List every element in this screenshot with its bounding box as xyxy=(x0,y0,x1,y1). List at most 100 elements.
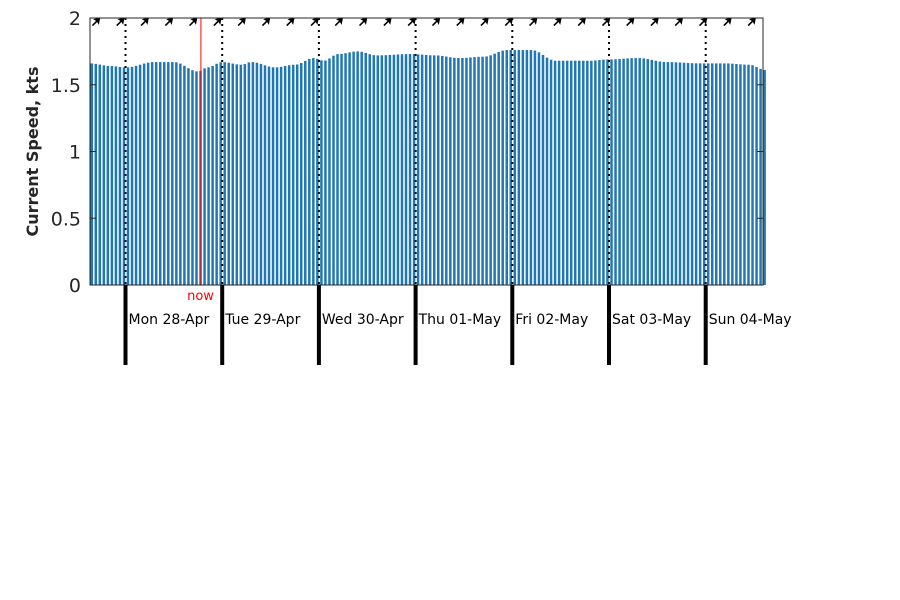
speed-bar xyxy=(416,54,420,285)
direction-arrow-icon xyxy=(723,17,732,27)
speed-bar xyxy=(553,60,557,286)
speed-bar xyxy=(578,60,581,285)
speed-bar xyxy=(557,60,561,285)
speed-bar xyxy=(723,63,726,285)
speed-bar xyxy=(316,58,319,285)
direction-arrow-icon xyxy=(334,17,344,27)
speed-bar xyxy=(251,62,255,286)
speed-bar xyxy=(122,67,126,285)
speed-bar xyxy=(561,60,565,285)
speed-bar xyxy=(525,50,529,285)
speed-bar xyxy=(630,58,633,286)
speed-bar xyxy=(134,65,138,285)
day-divider-lines xyxy=(124,18,707,285)
speed-bar xyxy=(505,50,508,285)
speed-bar xyxy=(396,54,400,286)
speed-bar xyxy=(154,62,158,286)
y-tick-label: 1 xyxy=(69,142,81,164)
speed-bar xyxy=(420,54,424,286)
speed-bar xyxy=(118,66,122,285)
y-tick-label: 0 xyxy=(69,275,81,297)
speed-bar xyxy=(666,62,670,286)
speed-bar xyxy=(340,53,343,285)
speed-bar xyxy=(408,54,412,285)
speed-bar xyxy=(352,51,355,285)
direction-arrow-icon xyxy=(188,17,198,27)
speed-bar xyxy=(529,50,533,285)
speed-bar xyxy=(380,55,384,286)
speed-bar xyxy=(763,70,766,285)
speed-bar xyxy=(126,67,130,285)
speed-bar xyxy=(674,62,678,285)
speed-bar xyxy=(271,67,275,286)
speed-bar xyxy=(215,63,218,285)
speed-bar xyxy=(223,62,226,285)
speed-bar xyxy=(569,60,573,285)
speed-bar xyxy=(469,57,472,286)
speed-bar xyxy=(424,54,428,285)
direction-arrow-icon xyxy=(577,17,586,27)
speed-bar xyxy=(658,61,662,286)
speed-bar xyxy=(328,58,331,285)
speed-bar xyxy=(650,59,654,286)
direction-arrow-icon xyxy=(383,17,392,27)
speed-bar xyxy=(404,54,408,285)
speed-bar xyxy=(368,54,371,285)
speed-bar xyxy=(163,62,166,286)
y-tick-label: 2 xyxy=(69,8,81,30)
speed-bar xyxy=(247,62,251,285)
y-tick-label: 0.5 xyxy=(51,208,81,230)
speed-bar xyxy=(642,58,645,285)
speed-bar xyxy=(384,55,388,285)
speed-bar xyxy=(436,55,440,285)
speed-bar xyxy=(606,59,609,285)
speed-bar xyxy=(654,60,658,285)
day-label: Mon 28-Apr xyxy=(129,312,210,328)
direction-arrow-icon xyxy=(164,17,174,27)
speed-bar xyxy=(731,63,734,285)
speed-bar xyxy=(694,63,698,285)
speed-bar xyxy=(602,59,605,285)
speed-bar xyxy=(231,63,235,285)
speed-bar xyxy=(646,59,650,285)
speed-bar xyxy=(445,56,448,286)
speed-bar xyxy=(235,64,239,285)
speed-bar xyxy=(275,67,279,285)
direction-arrow-icon xyxy=(480,17,489,27)
speed-bar xyxy=(586,60,589,285)
direction-arrow-icon xyxy=(456,17,465,27)
now-label: now xyxy=(187,289,214,304)
speed-bar xyxy=(441,55,444,285)
speed-bar xyxy=(287,65,291,285)
speed-bar xyxy=(698,63,702,285)
speed-bar xyxy=(727,63,730,286)
speed-bar xyxy=(279,66,283,285)
speed-bar xyxy=(283,66,287,285)
speed-bar xyxy=(150,62,154,285)
day-label: Thu 01-May xyxy=(418,312,502,328)
speed-bar xyxy=(541,54,545,285)
speed-bar xyxy=(594,60,597,286)
direction-arrow-icon xyxy=(698,17,708,27)
speed-bars xyxy=(90,50,766,286)
speed-bar xyxy=(686,62,690,285)
speed-bar xyxy=(598,60,601,285)
speed-bar xyxy=(715,63,718,285)
speed-bar xyxy=(203,68,206,285)
speed-bar xyxy=(428,55,432,286)
speed-bar xyxy=(360,51,363,285)
speed-bar xyxy=(759,68,762,286)
direction-arrow-icon xyxy=(674,17,684,27)
speed-bar xyxy=(678,62,682,286)
day-label: Sun 04-May xyxy=(709,312,792,328)
speed-bar xyxy=(207,67,210,285)
speed-bar xyxy=(634,58,637,285)
speed-bar xyxy=(158,62,162,286)
direction-arrow-icon xyxy=(650,17,659,27)
speed-bar xyxy=(497,51,500,285)
speed-bar xyxy=(356,51,359,285)
speed-bar xyxy=(255,62,259,286)
speed-bar xyxy=(582,60,585,285)
day-label: Wed 30-Apr xyxy=(322,312,404,328)
speed-bar xyxy=(183,65,186,285)
